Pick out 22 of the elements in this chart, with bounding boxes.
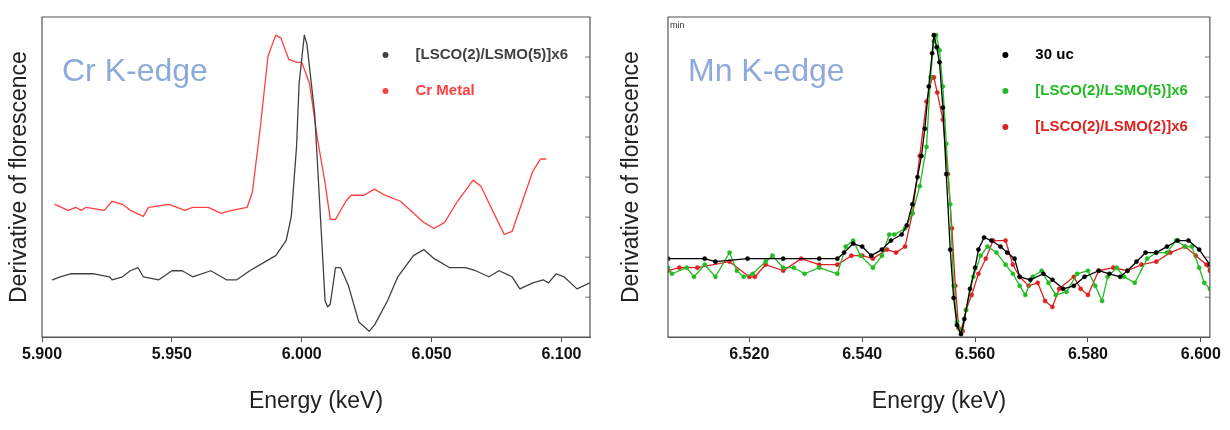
y-axis-title: Derivative of florescence — [617, 51, 644, 304]
x-tick-label: 5.950 — [151, 345, 192, 363]
legend-label: [LSCO(2)/LSMO(5)]x6 — [415, 45, 569, 63]
x-tick-label: 6.050 — [411, 345, 452, 363]
legend-label: [LSCO(2)/LSMO(2)]x6 — [1035, 117, 1188, 135]
y-axis-title: Derivative of florescence — [5, 51, 32, 304]
text: Mn K-edge — [688, 51, 845, 88]
x-tick-label: 6.100 — [541, 345, 582, 363]
x-axis-title: Energy (keV) — [871, 386, 1007, 413]
legend-label: [LSCO(2)/LSMO(5)]x6 — [1035, 81, 1188, 99]
legend-label: 30 uc — [1035, 45, 1074, 63]
legend-label: Cr Metal — [415, 81, 475, 99]
x-tick-label: 5.900 — [21, 345, 63, 363]
x-axis-title: Energy (keV) — [248, 386, 384, 413]
text: min — [670, 20, 685, 31]
x-tick-label: 6.520 — [729, 345, 770, 363]
x-tick-label: 6.560 — [955, 345, 996, 363]
text: Cr K-edge — [62, 51, 208, 88]
x-tick-label: 6.580 — [1067, 345, 1109, 363]
x-tick-label: 6.000 — [281, 345, 322, 363]
x-tick-label: 6.540 — [842, 345, 883, 363]
x-tick-label: 6.600 — [1180, 345, 1221, 363]
